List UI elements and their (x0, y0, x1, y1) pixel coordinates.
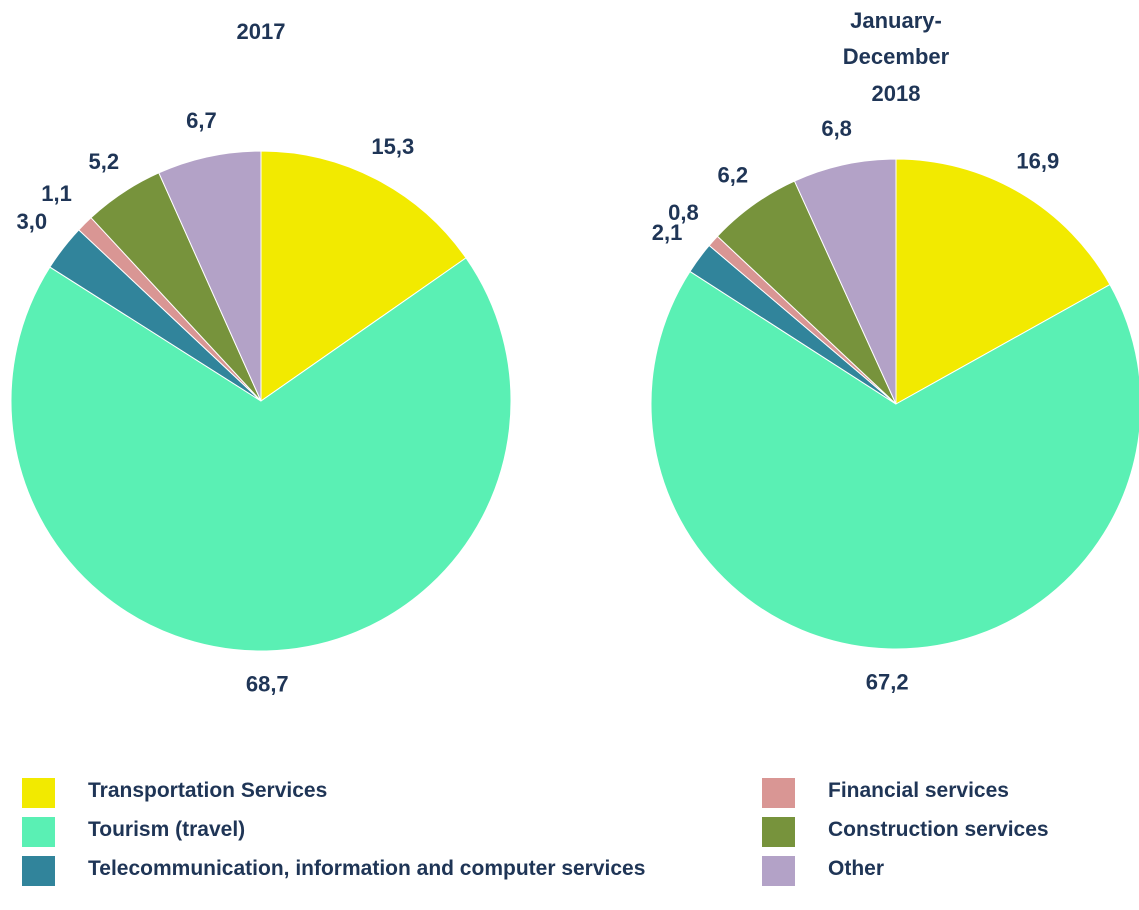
pie-slice (650, 270, 1139, 650)
legend-item: Other (762, 856, 1128, 886)
legend-item: Construction services (762, 817, 1128, 847)
legend-swatch (762, 856, 795, 886)
pie-slice (10, 257, 512, 652)
data-label: 3,0 (17, 209, 48, 234)
legend-item: Transportation Services (22, 778, 698, 808)
legend-swatch (762, 817, 795, 847)
legend-label: Telecommunication, information and compu… (88, 857, 646, 880)
legend-item: Telecommunication, information and compu… (22, 856, 698, 886)
data-label: 0,8 (668, 200, 699, 225)
chart-title: January- (850, 8, 942, 33)
pie-slice (793, 158, 897, 405)
data-label: 67,2 (866, 670, 909, 695)
legend-label: Construction services (828, 818, 1049, 841)
chart-title: 2018 (872, 81, 921, 106)
chart-title: December (843, 44, 950, 69)
data-label: 16,9 (1016, 148, 1059, 173)
legend-label: Tourism (travel) (88, 818, 246, 841)
chart-title: 2017 (237, 19, 286, 44)
data-label: 5,2 (88, 149, 119, 174)
legend-label: Transportation Services (88, 779, 328, 802)
legend-swatch (22, 778, 55, 808)
data-label: 6,8 (821, 116, 852, 141)
legend-swatch (22, 817, 55, 847)
data-label: 6,2 (718, 162, 749, 187)
data-label: 68,7 (246, 672, 289, 697)
legend-label: Financial services (828, 779, 1009, 802)
data-label: 2,1 (652, 220, 683, 245)
data-label: 15,3 (371, 134, 414, 159)
pie-slice (895, 158, 1111, 405)
pie-slice (158, 150, 262, 402)
data-label: 6,7 (186, 108, 217, 133)
legend-item: Financial services (762, 778, 1128, 808)
legend-label: Other (828, 857, 885, 880)
legend-item: Tourism (travel) (22, 817, 698, 847)
pie-slice (260, 150, 467, 402)
data-label: 1,1 (41, 181, 72, 206)
legend-swatch (22, 856, 55, 886)
charts: 2017 15,3 68,7 3,0 1,1 5,2 6,7 January- December… (10, 8, 1139, 697)
legend-swatch (762, 778, 795, 808)
